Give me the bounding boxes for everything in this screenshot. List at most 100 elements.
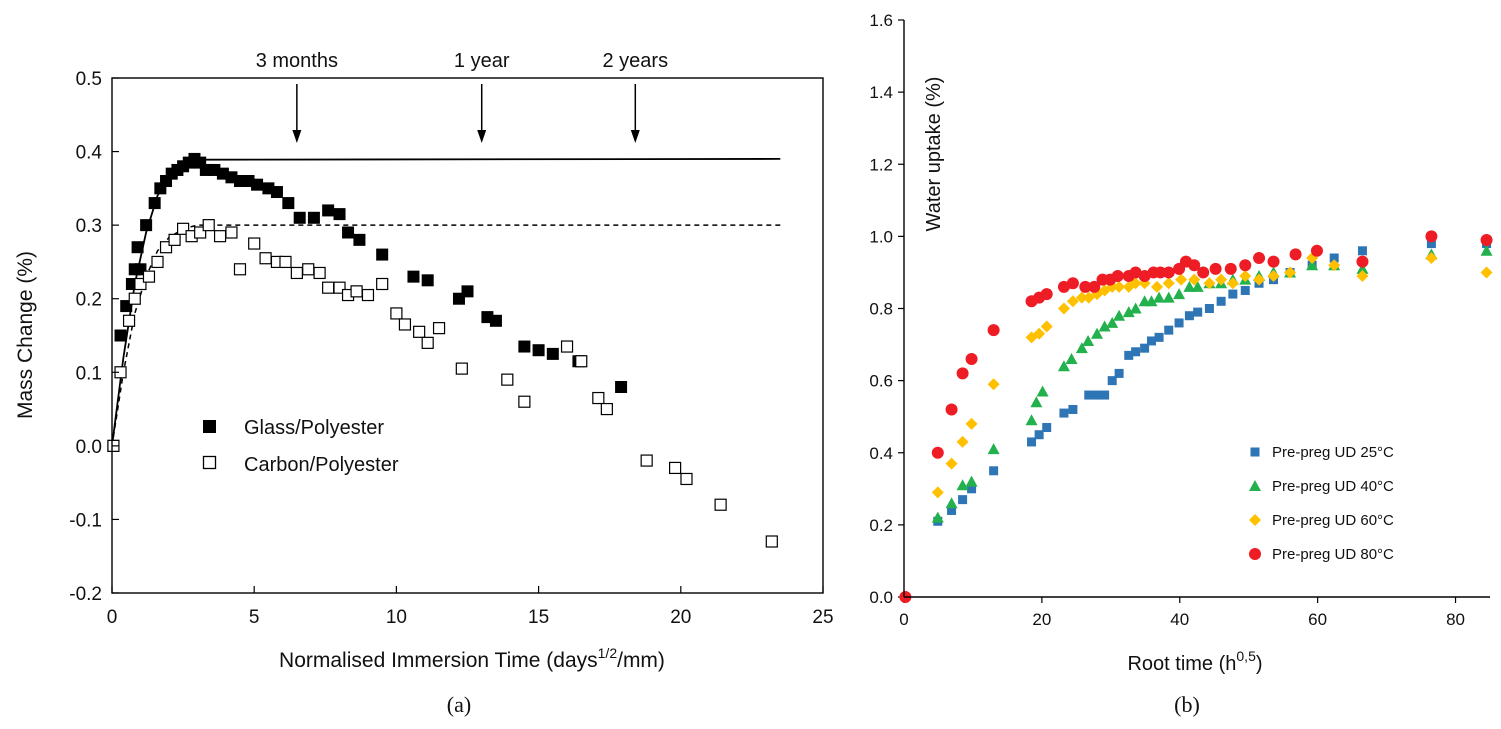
pre-preg-ud-60-c-point bbox=[931, 486, 944, 499]
carbon-polyester-point bbox=[128, 292, 141, 305]
panel-label-b: (b) bbox=[1174, 692, 1200, 717]
pre-preg-ud-80-c-point bbox=[1289, 248, 1302, 261]
pre-preg-ud-25-c-point bbox=[1329, 253, 1339, 263]
pre-preg-ud-40-c-point bbox=[1480, 244, 1493, 256]
legend-glass-label: Glass/Polyester bbox=[244, 417, 384, 439]
pre-preg-ud-40-c-point bbox=[987, 443, 1000, 455]
pre-preg-ud-25-c-point bbox=[1357, 246, 1367, 256]
time-annotation: 1 year bbox=[454, 50, 510, 143]
glass-polyester-point bbox=[353, 233, 366, 246]
pre-preg-ud-40-c-point bbox=[931, 511, 944, 523]
glass-polyester-point bbox=[307, 211, 320, 224]
legend-carbon-label: Carbon/Polyester bbox=[244, 454, 399, 476]
pre-preg-ud-80-c-point bbox=[1154, 266, 1167, 279]
pre-preg-ud-80-c-point bbox=[1188, 259, 1201, 272]
pre-preg-ud-60-c-point bbox=[1480, 266, 1493, 279]
chart-a-y-tick-label: 0.3 bbox=[76, 216, 102, 237]
glass-polyester-point bbox=[270, 186, 283, 199]
pre-preg-ud-60-c-point bbox=[1113, 280, 1126, 293]
pre-preg-ud-25-c-point bbox=[1114, 368, 1124, 378]
pre-preg-ud-25-c-point bbox=[989, 466, 999, 476]
chart-a-y-tick-label: -0.1 bbox=[69, 510, 102, 531]
time-annotation-arrow-head bbox=[292, 130, 302, 143]
pre-preg-ud-40-c-point bbox=[1173, 288, 1186, 300]
carbon-polyester-point bbox=[313, 266, 326, 280]
pre-preg-ud-40-c-point bbox=[1030, 396, 1043, 408]
legend-pre-preg-ud-25-c-label: Pre-preg UD 25°C bbox=[1272, 444, 1394, 461]
chart-b-y-tick-label: 0.4 bbox=[869, 444, 893, 463]
carbon-polyester-point bbox=[279, 255, 292, 269]
pre-preg-ud-80-c-point bbox=[1425, 230, 1438, 243]
pre-preg-ud-25-c-point bbox=[1042, 423, 1052, 433]
chart-b-y-tick-label: 1.6 bbox=[869, 11, 893, 30]
carbon-polyester-point bbox=[177, 222, 190, 235]
time-annotation-label: 2 years bbox=[602, 50, 668, 72]
carbon-polyester-point bbox=[259, 252, 272, 265]
chart-b-ticks: 0 20 40 60 80 0.0 0.2 0.4 0.6 0.8 1.0 1.2 1.4 1.6 bbox=[869, 11, 1465, 629]
pre-preg-ud-60-c-point bbox=[1239, 270, 1252, 283]
glass-polyester-point bbox=[489, 314, 502, 327]
carbon-polyester-point bbox=[290, 266, 303, 280]
pre-preg-ud-60-c-point bbox=[965, 417, 978, 430]
pre-preg-ud-25-c-point bbox=[1124, 350, 1134, 360]
carbon-polyester-point bbox=[714, 498, 727, 511]
pre-preg-ud-60-c-point bbox=[987, 378, 1000, 391]
chart-b-y-axis-title: Water uptake (%) bbox=[923, 77, 945, 232]
pre-preg-ud-60-c-point bbox=[1033, 327, 1046, 340]
carbon-polyester-point bbox=[592, 391, 605, 405]
glass-polyester-point bbox=[140, 219, 153, 232]
pre-preg-ud-25-c-point bbox=[1193, 307, 1203, 317]
chart-b-x-tick-label: 40 bbox=[1170, 610, 1189, 629]
pre-preg-ud-25-c-point bbox=[1216, 296, 1226, 306]
carbon-polyester-point bbox=[600, 402, 613, 416]
pre-preg-ud-40-c-point bbox=[965, 475, 978, 487]
glass-polyester-point bbox=[546, 347, 559, 360]
chart-b-x-tick-label: 20 bbox=[1032, 610, 1051, 629]
pre-preg-ud-40-c-point bbox=[1356, 262, 1369, 274]
legend-pre-preg-ud-60-c-label: Pre-preg UD 60°C bbox=[1272, 512, 1394, 529]
carbon-polyester-point bbox=[134, 277, 147, 291]
carbon-polyester-point bbox=[390, 307, 403, 320]
carbon-polyester-point bbox=[302, 263, 315, 276]
carbon-polyester-point bbox=[398, 318, 412, 331]
chart-b-x-tick-label: 0 bbox=[899, 610, 908, 629]
chart-a-fit-lines bbox=[111, 157, 781, 447]
pre-preg-ud-40-c-point bbox=[1162, 291, 1175, 303]
pre-preg-ud-25-c-point bbox=[1228, 289, 1238, 299]
glass-polyester-point bbox=[125, 278, 138, 290]
chart-a-x-tick-label: 5 bbox=[249, 607, 260, 628]
carbon-polyester-point bbox=[202, 219, 215, 232]
carbon-polyester-point bbox=[168, 233, 181, 246]
pre-preg-ud-80-c-point bbox=[931, 446, 944, 459]
pre-preg-ud-40-c-point bbox=[1306, 259, 1319, 271]
pre-preg-ud-40-c-point bbox=[1191, 280, 1204, 292]
chart-b-x-tick-label: 60 bbox=[1308, 610, 1327, 629]
glass-polyester-point bbox=[518, 340, 531, 353]
pre-preg-ud-80-c-point bbox=[1209, 262, 1222, 275]
pre-preg-ud-80-c-point bbox=[1253, 252, 1266, 265]
carbon-polyester-point bbox=[680, 472, 693, 486]
pre-preg-ud-60-c-point bbox=[1306, 252, 1319, 265]
glass-polyester-point bbox=[131, 241, 144, 254]
chart-a-x-tick-label: 25 bbox=[812, 607, 833, 628]
carbon-polyester-point bbox=[122, 314, 136, 327]
pre-preg-ud-40-c-point bbox=[1122, 306, 1135, 318]
pre-preg-ud-25-c-point bbox=[1184, 311, 1194, 321]
pre-preg-ud-80-c-point bbox=[1480, 233, 1493, 246]
chart-b-y-tick-label: 1.0 bbox=[869, 227, 893, 246]
chart-b-x-tick-label: 80 bbox=[1446, 610, 1465, 629]
pre-preg-ud-80-c-point bbox=[1310, 244, 1323, 257]
pre-preg-ud-60-c-point bbox=[1226, 277, 1239, 290]
chart-a-ticks: 0 5 10 15 20 25 -0.2 -0.1 0.0 0.1 0.2 0.3 0.4 0.5 bbox=[69, 69, 833, 628]
chart-b-legend: Pre-preg UD 25°C Pre-preg UD 40°C Pre-preg… bbox=[1249, 444, 1394, 563]
pre-preg-ud-25-c-point bbox=[1240, 285, 1250, 295]
carbon-polyester-point bbox=[142, 270, 156, 283]
pre-preg-ud-40-c-point bbox=[1082, 334, 1095, 346]
pre-preg-ud-25-c-point bbox=[1174, 318, 1184, 328]
pre-preg-ud-40-c-point bbox=[956, 479, 969, 491]
time-annotation: 3 months bbox=[256, 50, 338, 143]
pre-preg-ud-60-c-point bbox=[956, 435, 969, 448]
legend-pre-preg-ud-40-c-label: Pre-preg UD 40°C bbox=[1272, 478, 1394, 495]
glass-polyester-point bbox=[376, 248, 389, 261]
chart-a-y-tick-label: 0.0 bbox=[76, 437, 102, 458]
